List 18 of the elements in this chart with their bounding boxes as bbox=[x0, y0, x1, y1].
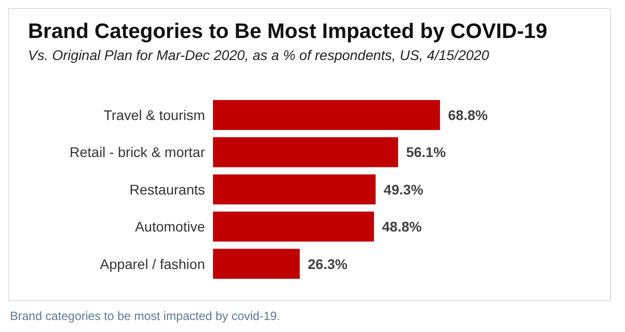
y-tick-label: Apparel / fashion bbox=[100, 256, 205, 272]
chart-title: Brand Categories to Be Most Impacted by COVID-19 bbox=[28, 20, 548, 43]
y-tick-label: Travel & tourism bbox=[104, 107, 205, 123]
y-tick-label: Automotive bbox=[134, 218, 206, 235]
data-label: 56.1% bbox=[406, 144, 446, 160]
bar bbox=[213, 212, 374, 242]
bar bbox=[213, 248, 300, 279]
bar bbox=[213, 137, 398, 168]
bar bbox=[213, 100, 440, 130]
y-tick-label: Retail - brick & mortar bbox=[70, 144, 206, 160]
data-label: 68.8% bbox=[448, 107, 488, 123]
bar bbox=[213, 174, 376, 204]
data-label: 26.3% bbox=[308, 256, 348, 272]
y-tick-label: Restaurants bbox=[130, 181, 205, 198]
chart-subtitle: Vs. Original Plan for Mar-Dec 2020, as a % of respondents, US, 4/15/2020 bbox=[28, 47, 490, 63]
data-label: 48.8% bbox=[382, 218, 422, 235]
data-label: 49.3% bbox=[384, 181, 424, 198]
text: Brand categories to be most impacted by covid-19. bbox=[10, 309, 280, 323]
